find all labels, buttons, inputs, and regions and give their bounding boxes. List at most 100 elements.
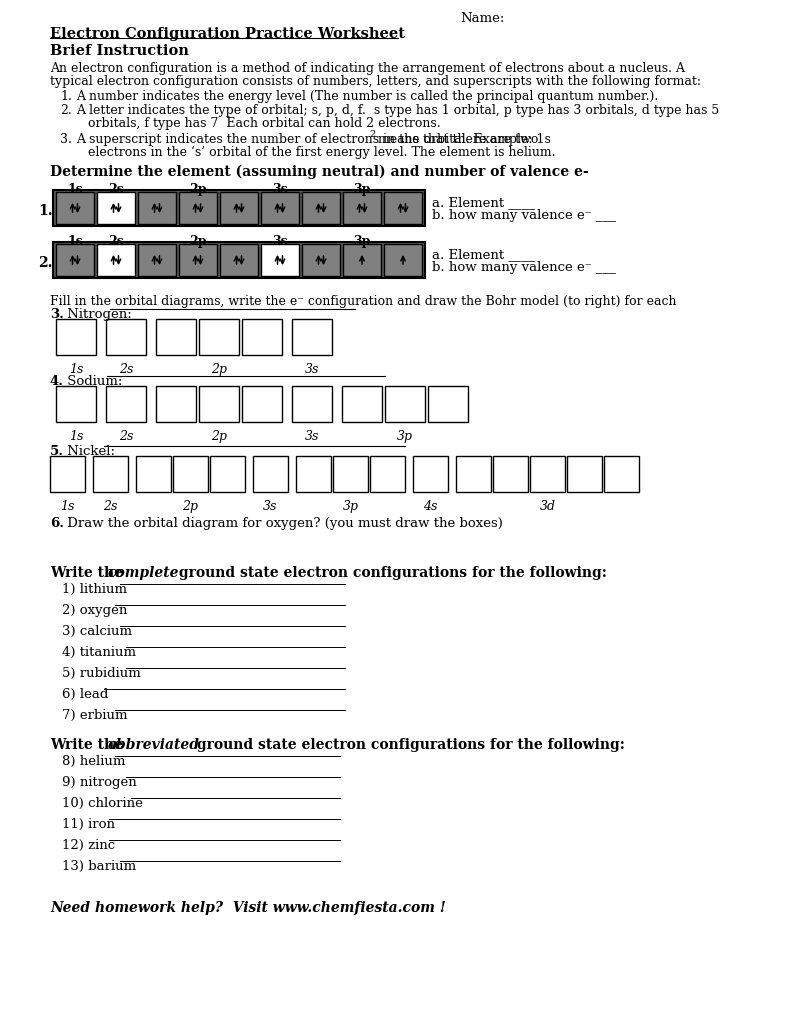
Bar	[173, 456, 208, 492]
Text: 3s: 3s	[272, 234, 288, 248]
Text: 12) zinc: 12) zinc	[62, 839, 115, 852]
Bar	[456, 456, 491, 492]
Text: abbreviated: abbreviated	[108, 738, 200, 752]
Text: Nitrogen:: Nitrogen:	[63, 308, 132, 321]
Text: 6.: 6.	[50, 517, 64, 530]
Text: 1s: 1s	[67, 234, 83, 248]
Text: An electron configuration is a method of indicating the arrangement of electrons: An electron configuration is a method of…	[50, 62, 685, 75]
Bar	[343, 244, 381, 276]
Bar	[179, 244, 217, 276]
Text: 3p: 3p	[343, 500, 358, 513]
Bar	[136, 456, 171, 492]
Text: 4.: 4.	[50, 375, 64, 388]
Bar	[199, 386, 239, 422]
Text: 4) titanium: 4) titanium	[62, 646, 136, 659]
Bar	[253, 456, 288, 492]
Bar	[604, 456, 639, 492]
Text: 3p: 3p	[354, 234, 371, 248]
Bar	[56, 386, 96, 422]
Bar	[413, 456, 448, 492]
Text: 11) iron: 11) iron	[62, 818, 115, 831]
Bar	[261, 193, 299, 224]
Text: 3.: 3.	[50, 308, 64, 321]
Text: electrons in the ‘s’ orbital of the first energy level. The element is helium.: electrons in the ‘s’ orbital of the firs…	[88, 146, 555, 160]
Text: A superscript indicates the number of electrons in the orbital. Example: 1s: A superscript indicates the number of el…	[76, 133, 551, 146]
Bar	[156, 386, 196, 422]
Text: A number indicates the energy level (The number is called the principal quantum : A number indicates the energy level (The…	[76, 90, 658, 103]
Text: 3s: 3s	[305, 362, 320, 376]
Bar	[384, 244, 422, 276]
Bar	[56, 244, 94, 276]
Text: Write the: Write the	[50, 566, 128, 580]
Bar	[106, 386, 146, 422]
Text: a. Element ____: a. Element ____	[432, 196, 535, 209]
Text: 1) lithium: 1) lithium	[62, 583, 127, 596]
Text: Name:: Name:	[460, 12, 505, 25]
Bar	[138, 244, 176, 276]
Bar	[97, 244, 135, 276]
Bar	[138, 193, 176, 224]
Text: 2p: 2p	[211, 430, 227, 443]
Text: 10) chlorine: 10) chlorine	[62, 797, 143, 810]
Text: 2.: 2.	[38, 256, 52, 270]
Text: Nickel:: Nickel:	[63, 445, 115, 458]
Bar	[50, 456, 85, 492]
Text: 8) helium: 8) helium	[62, 755, 126, 768]
Bar	[261, 244, 299, 276]
Bar	[530, 456, 565, 492]
Text: ground state electron configurations for the following:: ground state electron configurations for…	[192, 738, 625, 752]
Bar	[385, 386, 425, 422]
Text: 2) oxygen: 2) oxygen	[62, 604, 127, 617]
Bar	[342, 386, 382, 422]
Text: 5) rubidium: 5) rubidium	[62, 667, 141, 680]
Text: 1s: 1s	[69, 362, 83, 376]
Bar	[220, 193, 258, 224]
Text: 3s: 3s	[305, 430, 320, 443]
Bar	[93, 456, 128, 492]
Text: 1s: 1s	[60, 500, 74, 513]
Text: 3.: 3.	[60, 133, 72, 146]
Text: 2p: 2p	[211, 362, 227, 376]
Bar	[156, 319, 196, 355]
Text: 3s: 3s	[263, 500, 278, 513]
Text: Brief Instruction: Brief Instruction	[50, 44, 189, 58]
Text: 5.: 5.	[50, 445, 64, 458]
Text: 2s: 2s	[104, 500, 118, 513]
Text: 3p: 3p	[397, 430, 413, 443]
Text: means that there are two: means that there are two	[374, 133, 539, 146]
Text: 1.: 1.	[38, 204, 53, 218]
Text: 2p: 2p	[183, 500, 199, 513]
Text: Write the: Write the	[50, 738, 128, 752]
Text: complete: complete	[108, 566, 180, 580]
Text: 1s: 1s	[69, 430, 83, 443]
Text: 3p: 3p	[354, 183, 371, 196]
Text: 6) lead: 6) lead	[62, 688, 108, 701]
Text: 2s: 2s	[108, 234, 124, 248]
Bar	[242, 319, 282, 355]
Bar	[428, 386, 468, 422]
Text: a. Element ____: a. Element ____	[432, 248, 535, 261]
Text: 3s: 3s	[272, 183, 288, 196]
Bar	[302, 193, 340, 224]
Bar	[384, 193, 422, 224]
Text: 2.: 2.	[60, 104, 72, 117]
Text: b. how many valence e⁻ ___: b. how many valence e⁻ ___	[432, 209, 616, 222]
Bar	[56, 319, 96, 355]
Bar	[210, 456, 245, 492]
Text: 3d: 3d	[539, 500, 555, 513]
Text: 2s: 2s	[108, 183, 124, 196]
Text: 9) nitrogen: 9) nitrogen	[62, 776, 137, 790]
Bar	[370, 456, 405, 492]
Text: Electron Configuration Practice Worksheet: Electron Configuration Practice Workshee…	[50, 27, 405, 41]
Bar	[493, 456, 528, 492]
Text: Need homework help?  Visit www.chemfiesta.com !: Need homework help? Visit www.chemfiesta…	[50, 901, 446, 915]
Text: Draw the orbital diagram for oxygen? (you must draw the boxes): Draw the orbital diagram for oxygen? (yo…	[63, 517, 503, 530]
Bar	[106, 319, 146, 355]
Bar	[333, 456, 368, 492]
Bar	[97, 193, 135, 224]
Bar	[292, 319, 332, 355]
Bar	[220, 244, 258, 276]
Bar	[56, 193, 94, 224]
Bar	[292, 386, 332, 422]
Text: A letter indicates the type of orbital; s, p, d, f.  s type has 1 orbital, p typ: A letter indicates the type of orbital; …	[76, 104, 719, 117]
